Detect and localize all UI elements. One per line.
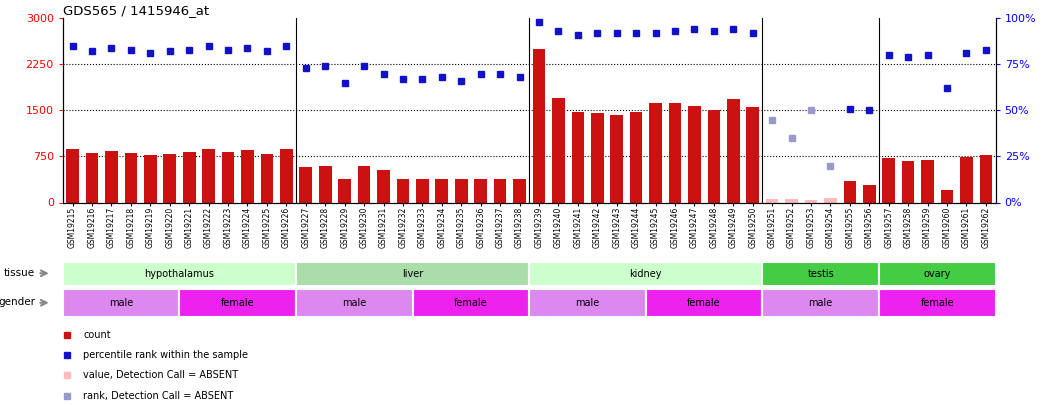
Bar (105, 151, 117, 202)
Text: female: female (687, 298, 721, 308)
Bar (396, 179, 410, 202)
Bar (762, 262, 879, 286)
Bar (630, 112, 642, 202)
Bar (646, 289, 762, 318)
Text: male: male (109, 298, 133, 308)
Bar (941, 190, 954, 202)
Bar (300, 168, 312, 202)
Text: ovary: ovary (923, 269, 951, 279)
Bar (669, 103, 681, 202)
Text: male: male (809, 298, 833, 308)
Bar (179, 289, 296, 318)
Bar (921, 160, 934, 202)
Bar (296, 262, 529, 286)
Bar (455, 179, 467, 202)
Bar (824, 198, 836, 202)
Bar (571, 112, 584, 202)
Bar (902, 161, 915, 202)
Bar (416, 179, 429, 202)
Bar (357, 166, 370, 202)
Bar (436, 179, 449, 202)
Text: liver: liver (402, 269, 423, 279)
Bar (319, 166, 331, 202)
Bar (475, 179, 487, 202)
Text: kidney: kidney (630, 269, 662, 279)
Bar (296, 289, 413, 318)
Bar (649, 103, 662, 202)
Bar (202, 149, 215, 202)
Text: gender: gender (0, 297, 36, 307)
Bar (882, 158, 895, 202)
Bar (707, 110, 720, 202)
Text: female: female (920, 298, 954, 308)
Bar (766, 199, 779, 202)
Text: rank, Detection Call = ABSENT: rank, Detection Call = ABSENT (83, 391, 234, 401)
Bar (63, 289, 179, 318)
Text: female: female (221, 298, 255, 308)
Text: value, Detection Call = ABSENT: value, Detection Call = ABSENT (83, 371, 238, 380)
Bar (182, 152, 196, 202)
Bar (261, 154, 274, 202)
Bar (805, 200, 817, 202)
Bar (610, 115, 623, 202)
Text: female: female (454, 298, 487, 308)
Bar (529, 262, 762, 286)
Bar (66, 149, 79, 202)
Text: GDS565 / 1415946_at: GDS565 / 1415946_at (63, 4, 209, 17)
Bar (762, 289, 879, 318)
Bar (844, 181, 856, 202)
Bar (86, 153, 99, 202)
Text: male: male (575, 298, 599, 308)
Bar (591, 113, 604, 202)
Bar (727, 99, 740, 202)
Bar (280, 149, 292, 202)
Text: male: male (343, 298, 367, 308)
Bar (980, 155, 992, 202)
Text: tissue: tissue (4, 268, 36, 277)
Bar (863, 185, 876, 202)
Bar (746, 107, 759, 202)
Bar (689, 106, 701, 202)
Bar (785, 199, 798, 202)
Bar (514, 179, 526, 202)
Bar (494, 179, 506, 202)
Bar (879, 262, 996, 286)
Text: count: count (83, 330, 111, 340)
Bar (339, 179, 351, 202)
Bar (377, 170, 390, 202)
Bar (144, 155, 156, 202)
Bar (552, 98, 565, 202)
Text: testis: testis (807, 269, 834, 279)
Bar (529, 289, 646, 318)
Bar (960, 157, 973, 202)
Bar (222, 152, 235, 202)
Text: percentile rank within the sample: percentile rank within the sample (83, 350, 248, 360)
Bar (879, 289, 996, 318)
Text: hypothalamus: hypothalamus (145, 269, 215, 279)
Bar (532, 49, 545, 202)
Bar (163, 154, 176, 202)
Bar (63, 262, 296, 286)
Bar (241, 150, 254, 202)
Bar (413, 289, 529, 318)
Bar (125, 153, 137, 202)
